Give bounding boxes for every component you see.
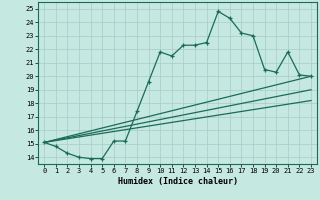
X-axis label: Humidex (Indice chaleur): Humidex (Indice chaleur) — [118, 177, 238, 186]
